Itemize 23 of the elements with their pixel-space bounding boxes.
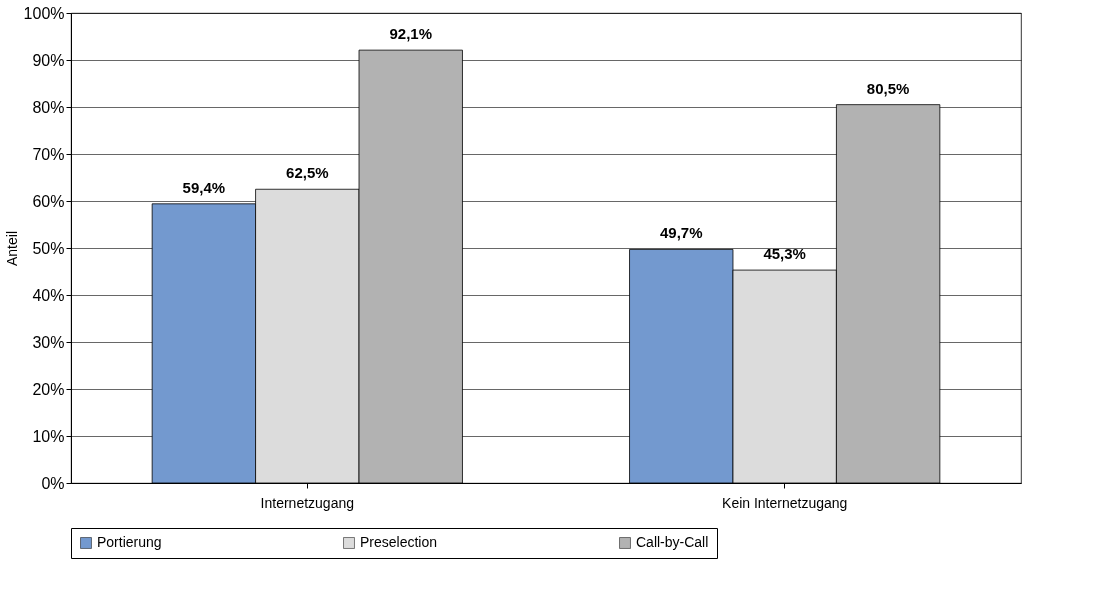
legend-label: Portierung xyxy=(97,534,162,550)
data-label: 92,1% xyxy=(389,25,433,43)
y-tick-label: 70% xyxy=(32,145,65,163)
y-tick-label: 0% xyxy=(41,474,65,492)
data-label: 49,7% xyxy=(659,224,703,242)
x-tick-label: Internetzugang xyxy=(260,494,355,511)
y-tick-label: 10% xyxy=(32,427,65,445)
data-label: 80,5% xyxy=(866,79,910,97)
y-tick-label: 40% xyxy=(32,286,65,304)
y-tick-label: 60% xyxy=(32,192,65,210)
legend-label: Preselection xyxy=(360,534,438,550)
y-tick-label: 50% xyxy=(32,239,65,257)
y-tick-label: 80% xyxy=(32,98,65,116)
y-axis-title: Anteil xyxy=(3,230,20,267)
data-label: 62,5% xyxy=(286,164,329,182)
y-tick-label: 30% xyxy=(32,333,65,351)
y-tick-label: 100% xyxy=(23,4,65,22)
y-tick-label: 90% xyxy=(32,51,65,69)
data-label: 59,4% xyxy=(182,178,226,196)
data-label: 45,3% xyxy=(763,245,806,263)
legend-label: Call-by-Call xyxy=(636,534,709,550)
x-tick-label: Kein Internetzugang xyxy=(722,494,848,511)
y-tick-label: 20% xyxy=(32,380,65,398)
